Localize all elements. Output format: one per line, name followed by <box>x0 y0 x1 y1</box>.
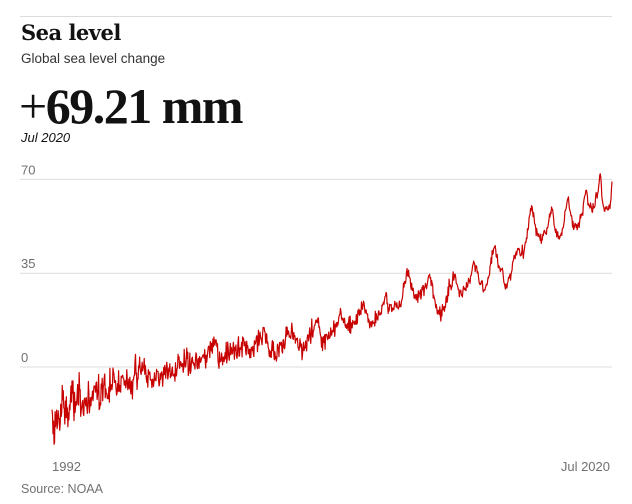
headline-sign: + <box>19 78 47 134</box>
chart-title: Sea level <box>21 20 121 45</box>
x-tick-label: Jul 2020 <box>561 459 610 474</box>
top-rule <box>20 16 612 17</box>
y-tick-label: 0 <box>21 350 28 365</box>
headline-value: +69.21 mm <box>19 76 244 136</box>
y-tick-label: 70 <box>21 162 35 177</box>
headline-date: Jul 2020 <box>21 130 71 145</box>
x-tick-label: 1992 <box>52 459 81 474</box>
y-tick-label: 35 <box>21 256 35 271</box>
headline-number: 69.21 mm <box>45 78 244 134</box>
source-note: Source: NOAA <box>21 482 103 496</box>
grid-layer <box>20 178 612 368</box>
x-tick-labels: 1992 Jul 2020 <box>52 459 610 474</box>
y-tick-labels: 0 35 70 <box>21 162 35 365</box>
chart-subtitle: Global sea level change <box>21 51 166 66</box>
series-line-sea-level <box>51 173 613 445</box>
